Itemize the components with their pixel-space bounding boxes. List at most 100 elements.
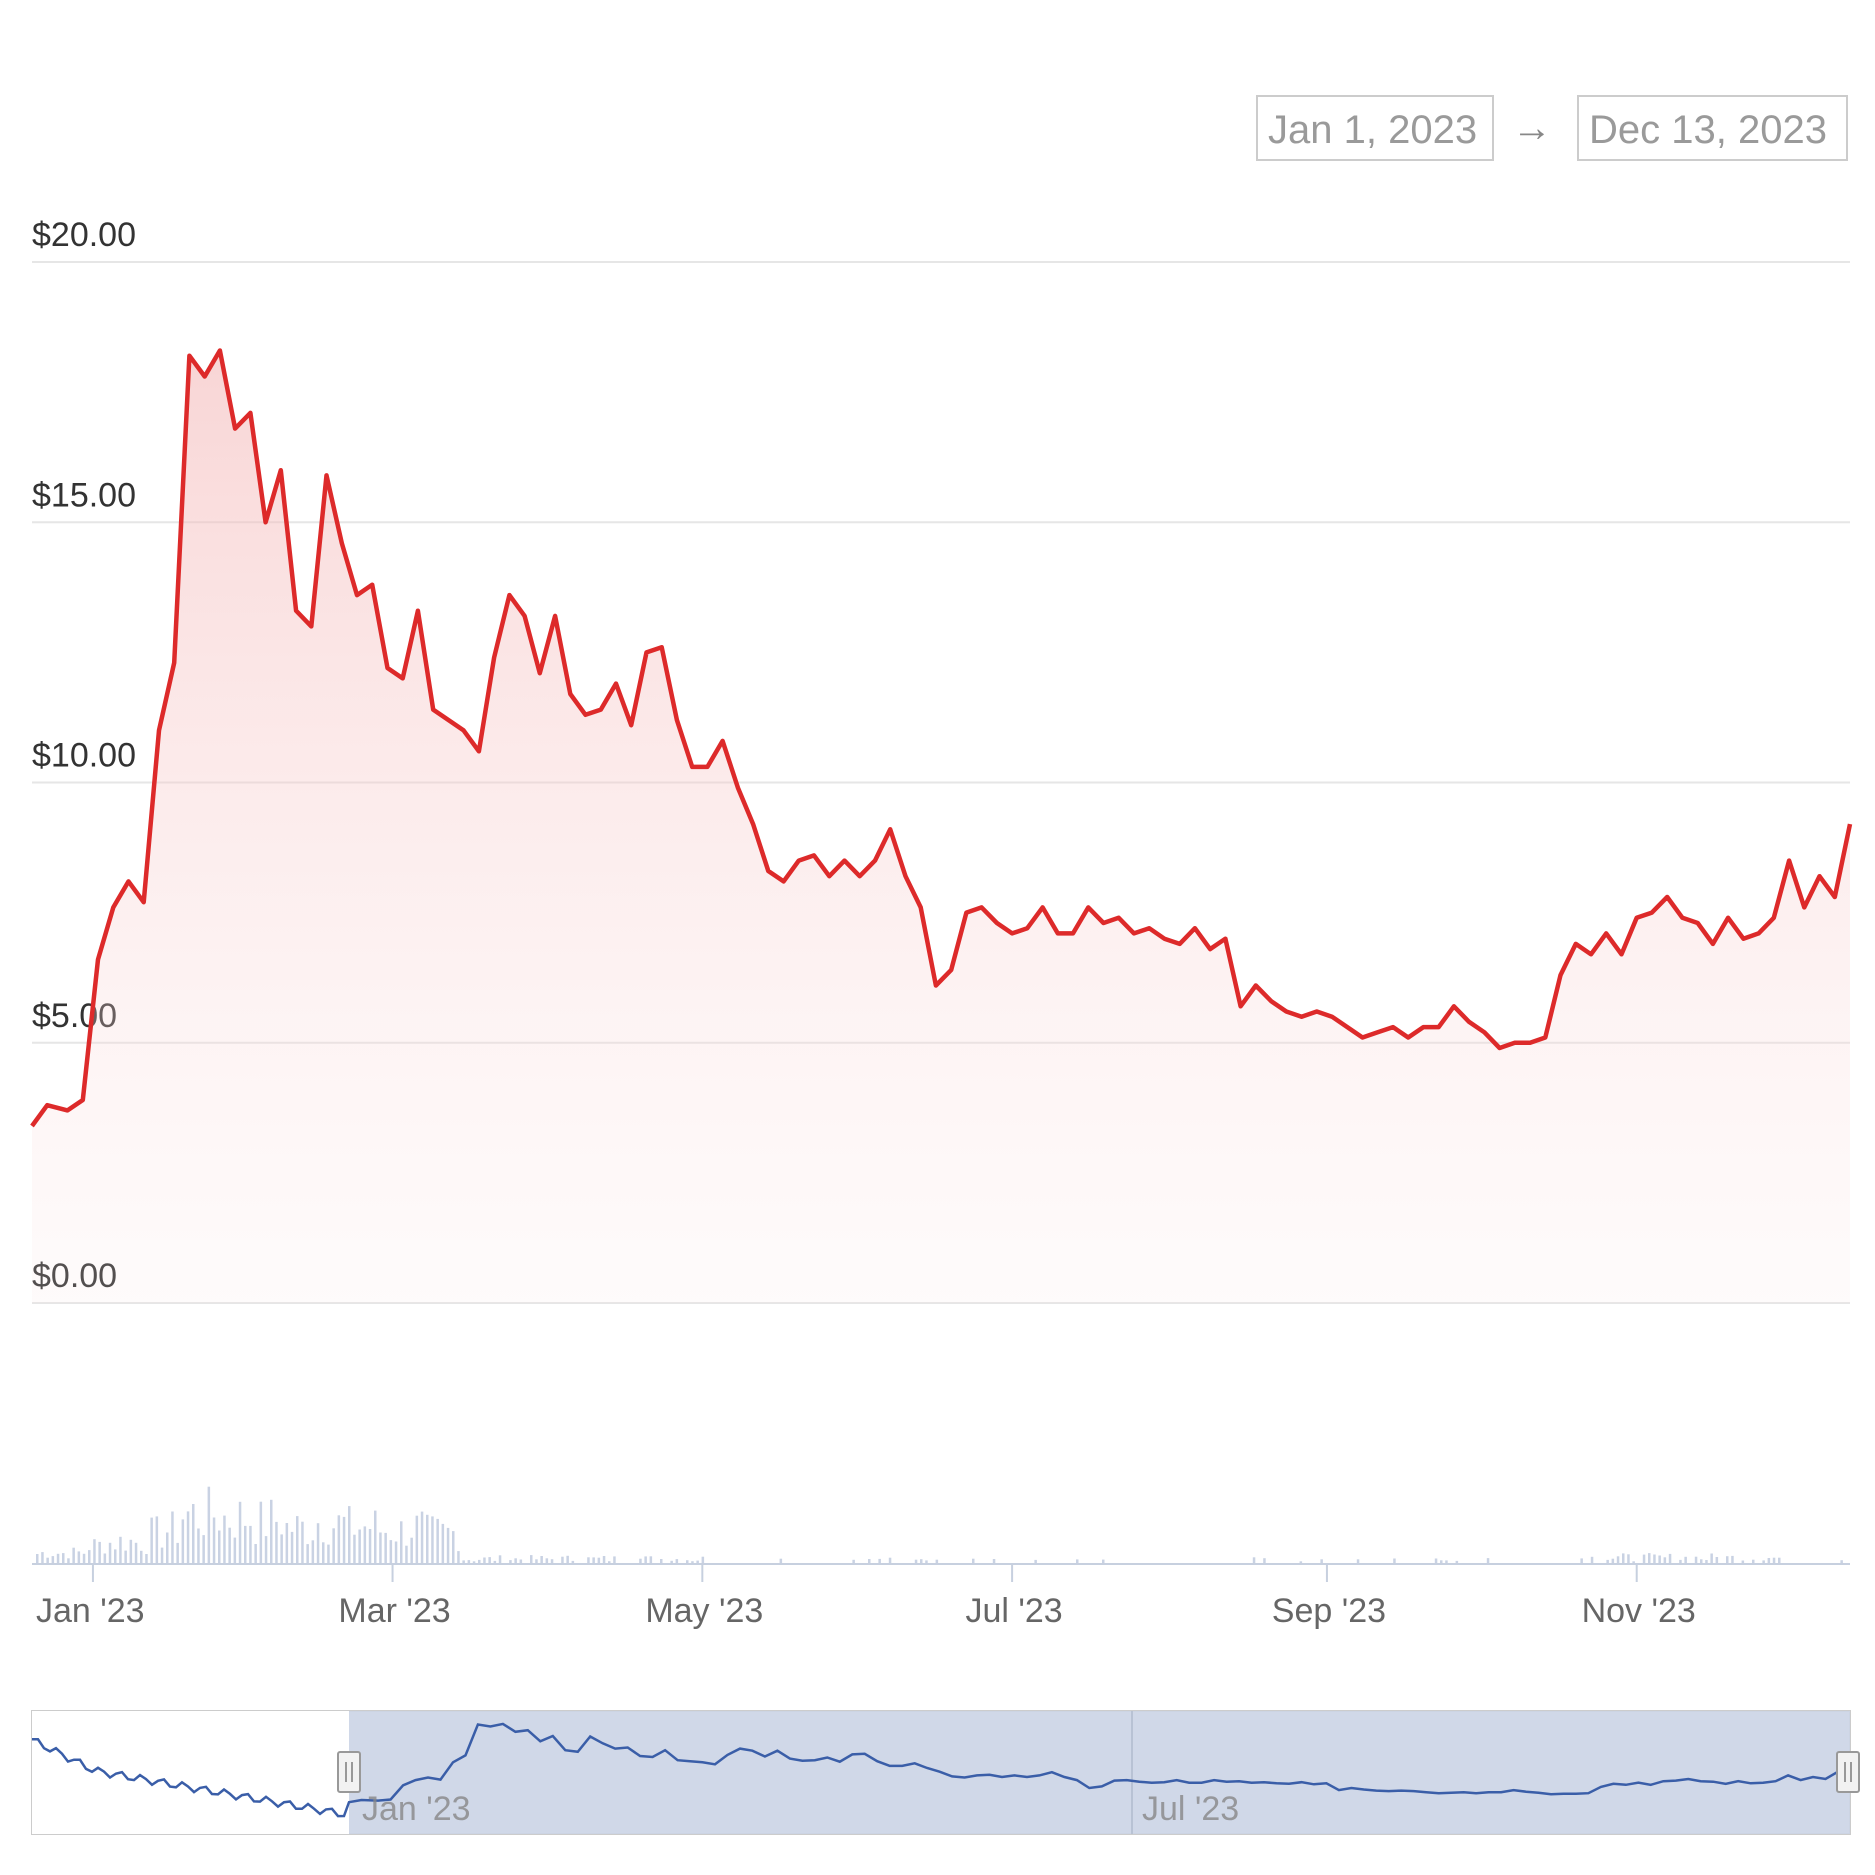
volume-bar [244,1525,247,1563]
volume-bar [1762,1560,1765,1563]
volume-bar [1611,1558,1615,1563]
navigator[interactable]: Jan '23 Jul '23 [31,1710,1860,1835]
volume-bar [415,1515,419,1563]
volume-bar [1616,1556,1620,1563]
volume-bar [363,1526,367,1563]
volume-bar [1726,1556,1729,1563]
y-tick-label: $20.00 [32,216,136,254]
volume-bar [134,1542,138,1563]
volume-bar [1663,1557,1667,1563]
x-tick-label: May '23 [645,1592,763,1630]
price-line [30,348,1853,1128]
volume-bar [374,1510,377,1563]
volume-bar [920,1559,923,1563]
volume-bar [696,1560,699,1563]
volume-bar [223,1515,226,1563]
x-tick-label: Jan '23 [36,1592,145,1630]
date-range-arrow: → [1512,106,1552,150]
y-tick-label: $15.00 [32,476,136,514]
volume-bar [322,1542,325,1563]
volume-bar [1700,1559,1703,1563]
volume-bar [498,1555,502,1563]
volume-bar [457,1551,460,1563]
volume-bar [540,1556,543,1563]
volume-bar [420,1511,424,1563]
volume-bar [1731,1555,1734,1563]
volume-bar [1434,1558,1438,1563]
volume-bar [446,1527,450,1563]
volume-bar [597,1557,601,1563]
volume-bar [426,1514,429,1563]
x-axis: Jan '23 Mar '23 May '23 Jul '23 Sep '23 Nov '… [36,1564,1696,1630]
volume-bar [1752,1559,1755,1563]
volume-bar [296,1516,299,1563]
volume-bar [62,1553,65,1563]
volume-bar [67,1558,70,1563]
volume-bar [1627,1554,1630,1563]
navigator-label: Jul '23 [1142,1790,1239,1828]
volume-bar [587,1557,590,1563]
x-tick-label: Mar '23 [338,1592,450,1630]
volume-bar [140,1550,143,1563]
volume-bar [192,1504,195,1563]
volume-bar [1263,1558,1266,1563]
volume-bar [566,1555,569,1563]
volume-bar [46,1557,49,1563]
volume-bar [72,1547,75,1563]
volume-bar [467,1560,471,1563]
volume-bar [602,1556,606,1563]
volume-bar [592,1557,595,1563]
date-range-end-input[interactable]: Dec 13, 2023 [1577,95,1848,161]
volume-bar [316,1523,320,1563]
volume-bar [160,1547,164,1563]
volume-bar [129,1539,133,1563]
volume-bar [608,1561,611,1563]
volume-bar [1694,1556,1698,1563]
volume-bar [1445,1560,1448,1563]
volume-bar [660,1559,663,1563]
volume-bar [93,1539,96,1563]
volume-bar [1642,1554,1646,1563]
volume-bar [452,1531,455,1563]
volume-bar [514,1558,517,1563]
volume-bar [545,1558,549,1563]
volume-bar [1076,1559,1079,1563]
volume-bar [405,1545,408,1563]
volume-bar [550,1559,554,1563]
volume-bar [337,1515,341,1563]
volume-bar [431,1516,434,1563]
volume-bar [259,1501,263,1563]
volume-bar [436,1518,439,1563]
volume-bar [488,1557,491,1563]
volume-bar [301,1521,304,1563]
volume-bar [1455,1560,1459,1563]
volume-bar [342,1516,346,1563]
y-tick-label: $10.00 [32,737,136,775]
navigator-selection[interactable] [349,1711,1850,1834]
volume-bar [1741,1560,1745,1563]
volume-bar [186,1511,190,1563]
volume-bar [108,1542,112,1563]
volume-bar [530,1555,533,1563]
volume-bar [82,1553,86,1563]
volume-bar [852,1559,855,1563]
volume-bar [462,1560,465,1563]
volume-bar [36,1554,39,1563]
volume-bar [1840,1560,1843,1563]
volume-bar [254,1544,257,1563]
navigator-handle-left[interactable] [337,1751,361,1793]
volume-bar [306,1544,309,1563]
volume-bar [218,1530,221,1563]
volume-bar [181,1519,185,1563]
volume-bar [285,1523,289,1563]
volume-bar [238,1501,242,1563]
volume-bar [535,1559,538,1563]
volume-bar [379,1532,382,1563]
navigator-handle-right[interactable] [1836,1751,1860,1793]
volume-bar [270,1499,273,1563]
date-range-start-input[interactable]: Jan 1, 2023 [1256,95,1494,161]
volume-bar [1320,1559,1323,1563]
volume-bar [1705,1560,1708,1563]
volume-bar [410,1537,413,1563]
